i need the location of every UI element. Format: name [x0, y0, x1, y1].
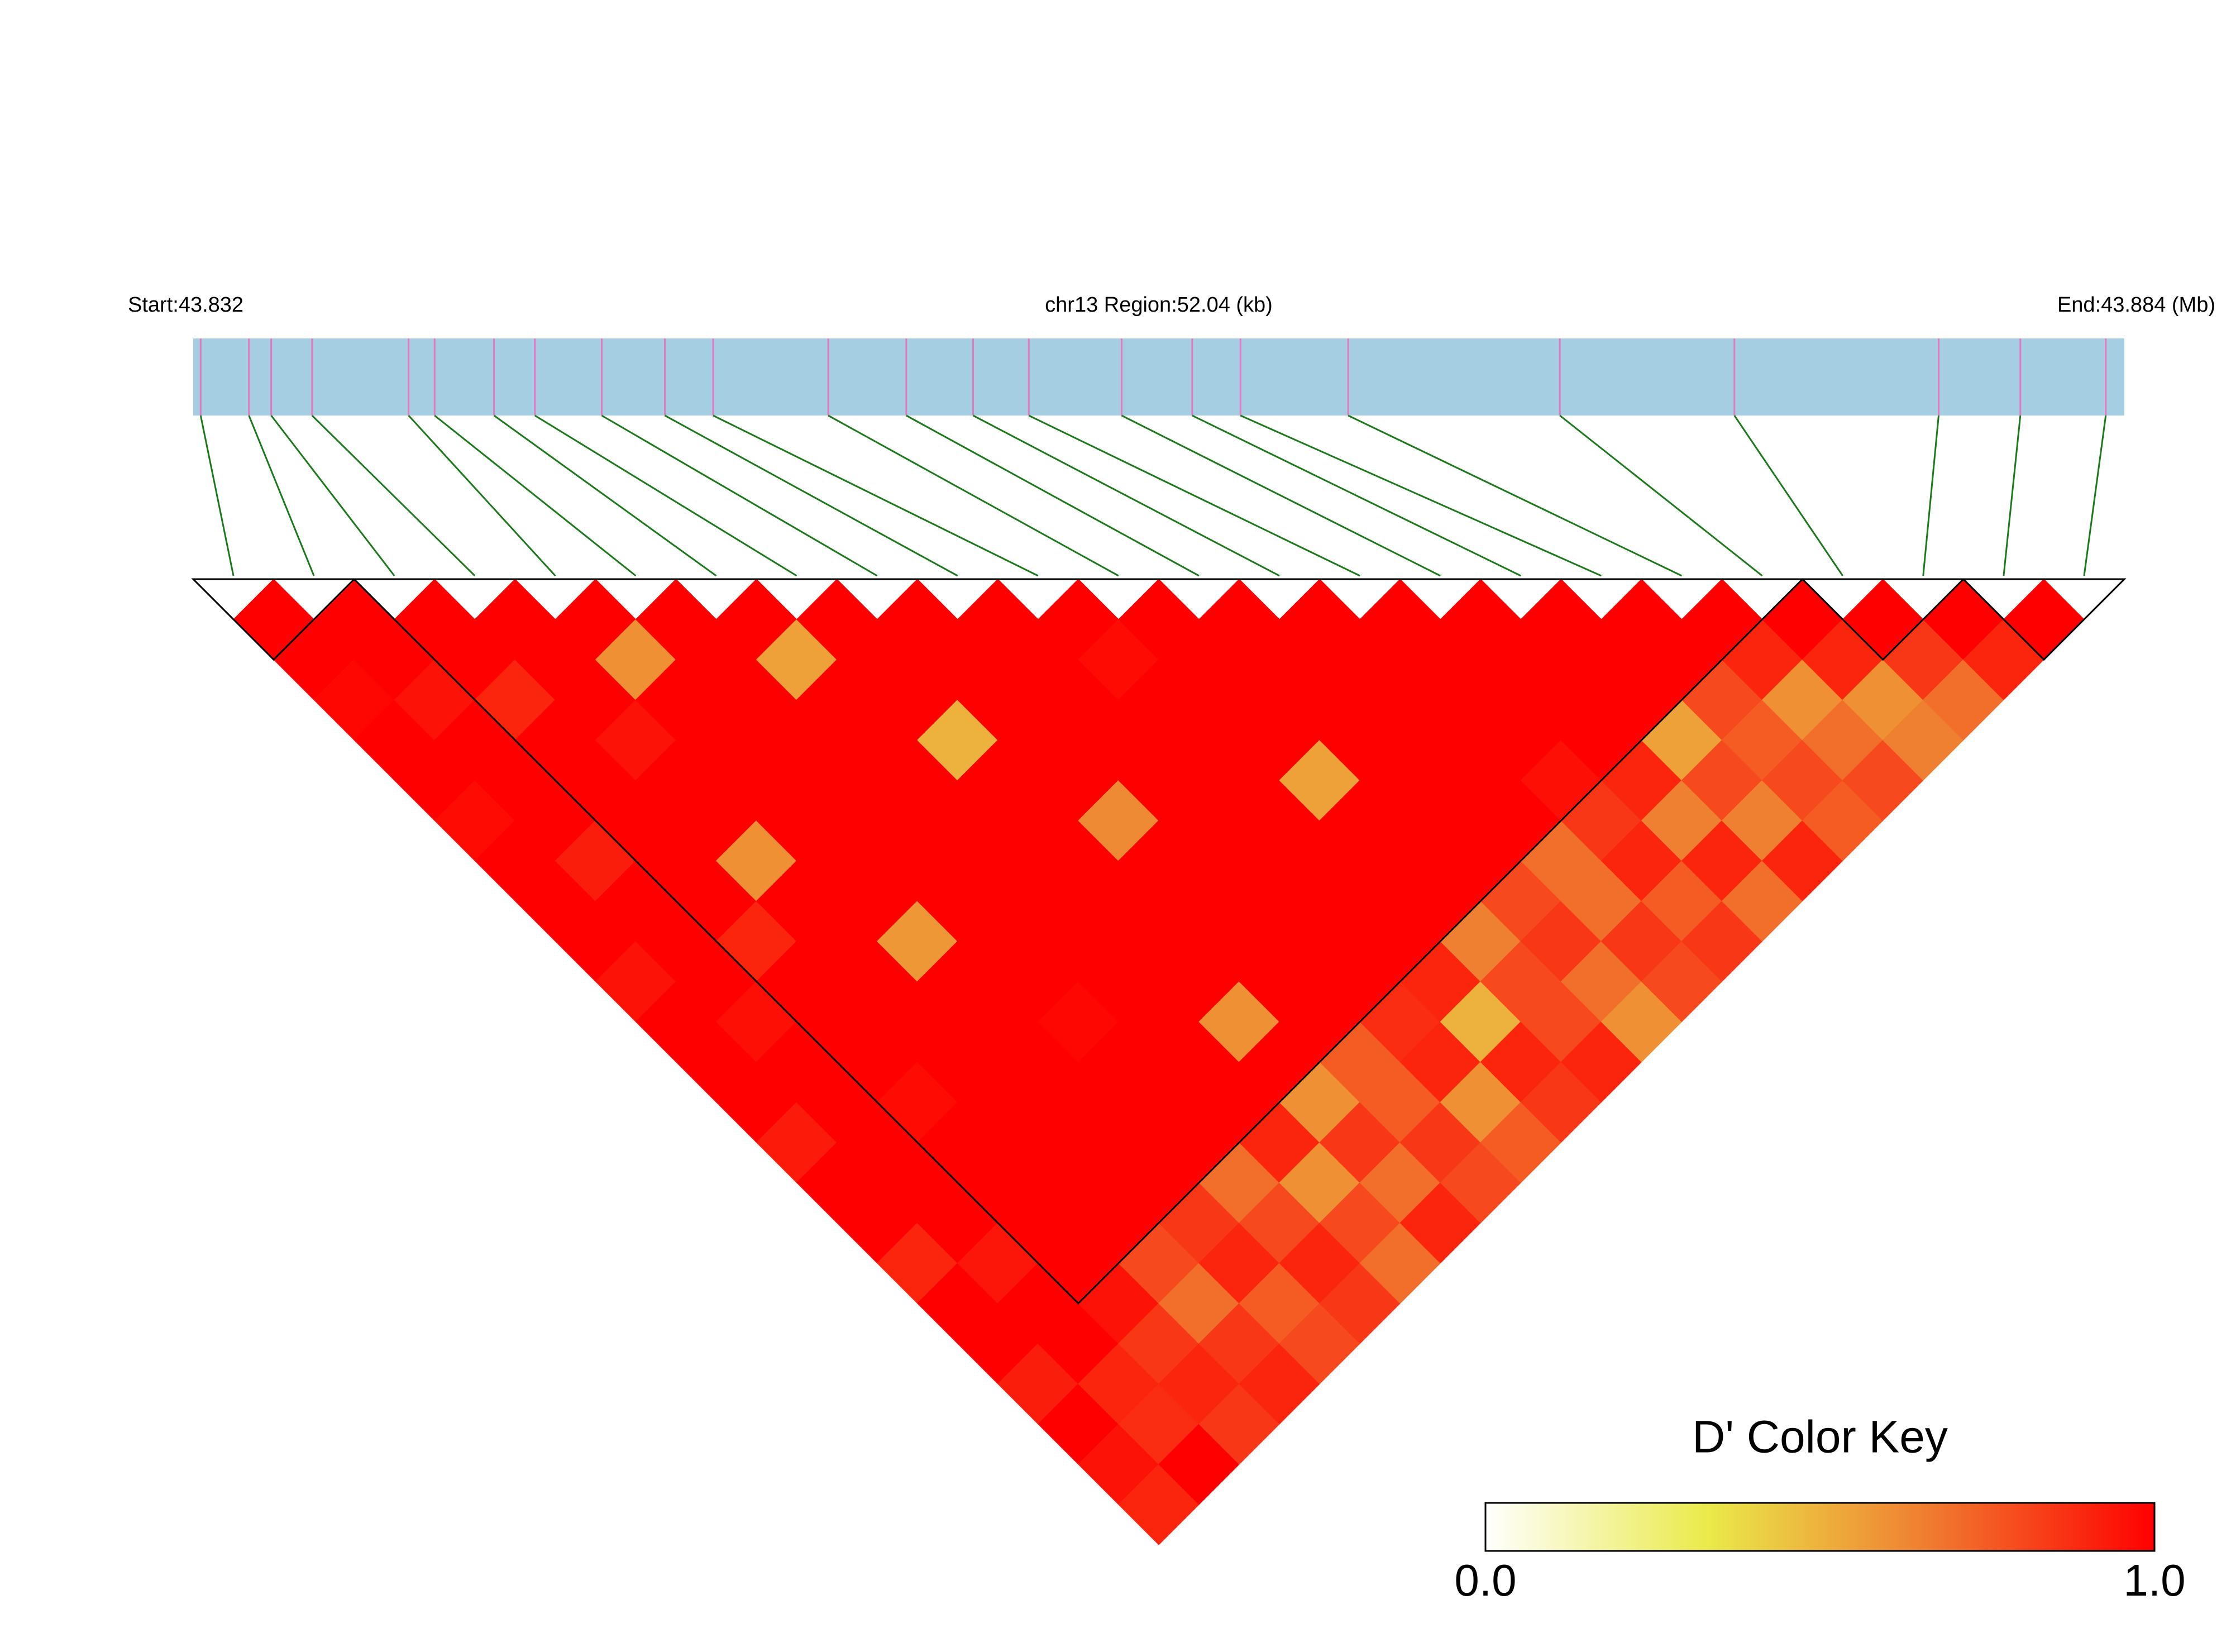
snp-connector: [493, 414, 717, 577]
snp-connector: [1922, 415, 1939, 576]
snp-connector: [311, 414, 476, 577]
snp-connector: [713, 414, 1039, 577]
snp-connector: [2003, 415, 2022, 576]
color-key-title: D' Color Key: [1692, 1412, 1948, 1463]
end-label: End:43.884 (Mb): [2057, 293, 2215, 317]
color-key-label: 1.0: [2123, 1555, 2185, 1605]
snp-connector: [1028, 414, 1360, 577]
snp-connector: [408, 414, 556, 577]
snp-connector: [434, 414, 637, 577]
snp-connector: [199, 415, 235, 576]
snp-connector: [828, 414, 1119, 577]
snp-connector: [664, 414, 958, 577]
snp-connector: [2083, 415, 2107, 576]
snp-connector: [1192, 414, 1522, 577]
snp-connector: [601, 414, 878, 577]
color-key-bar: [1484, 1502, 2156, 1552]
position-bar: [193, 338, 2124, 416]
snp-connector: [534, 414, 797, 577]
snp-connector: [248, 415, 315, 576]
snp-connector: [270, 415, 395, 576]
snp-connector: [1559, 414, 1763, 577]
ld-block: [1961, 578, 2127, 661]
snp-connector: [906, 414, 1200, 577]
snp-connector: [1240, 414, 1602, 577]
snp-connector: [1121, 414, 1441, 577]
snp-connector: [1733, 415, 1843, 576]
snp-connector: [972, 414, 1280, 577]
ld-block: [352, 578, 1805, 1305]
start-label: Start:43.832: [128, 293, 243, 317]
ld-block: [191, 578, 356, 661]
color-key-label: 0.0: [1454, 1555, 1516, 1605]
snp-connector: [1348, 414, 1683, 577]
region-label: chr13 Region:52.04 (kb): [1045, 293, 1273, 317]
ld-block: [1800, 578, 1966, 661]
